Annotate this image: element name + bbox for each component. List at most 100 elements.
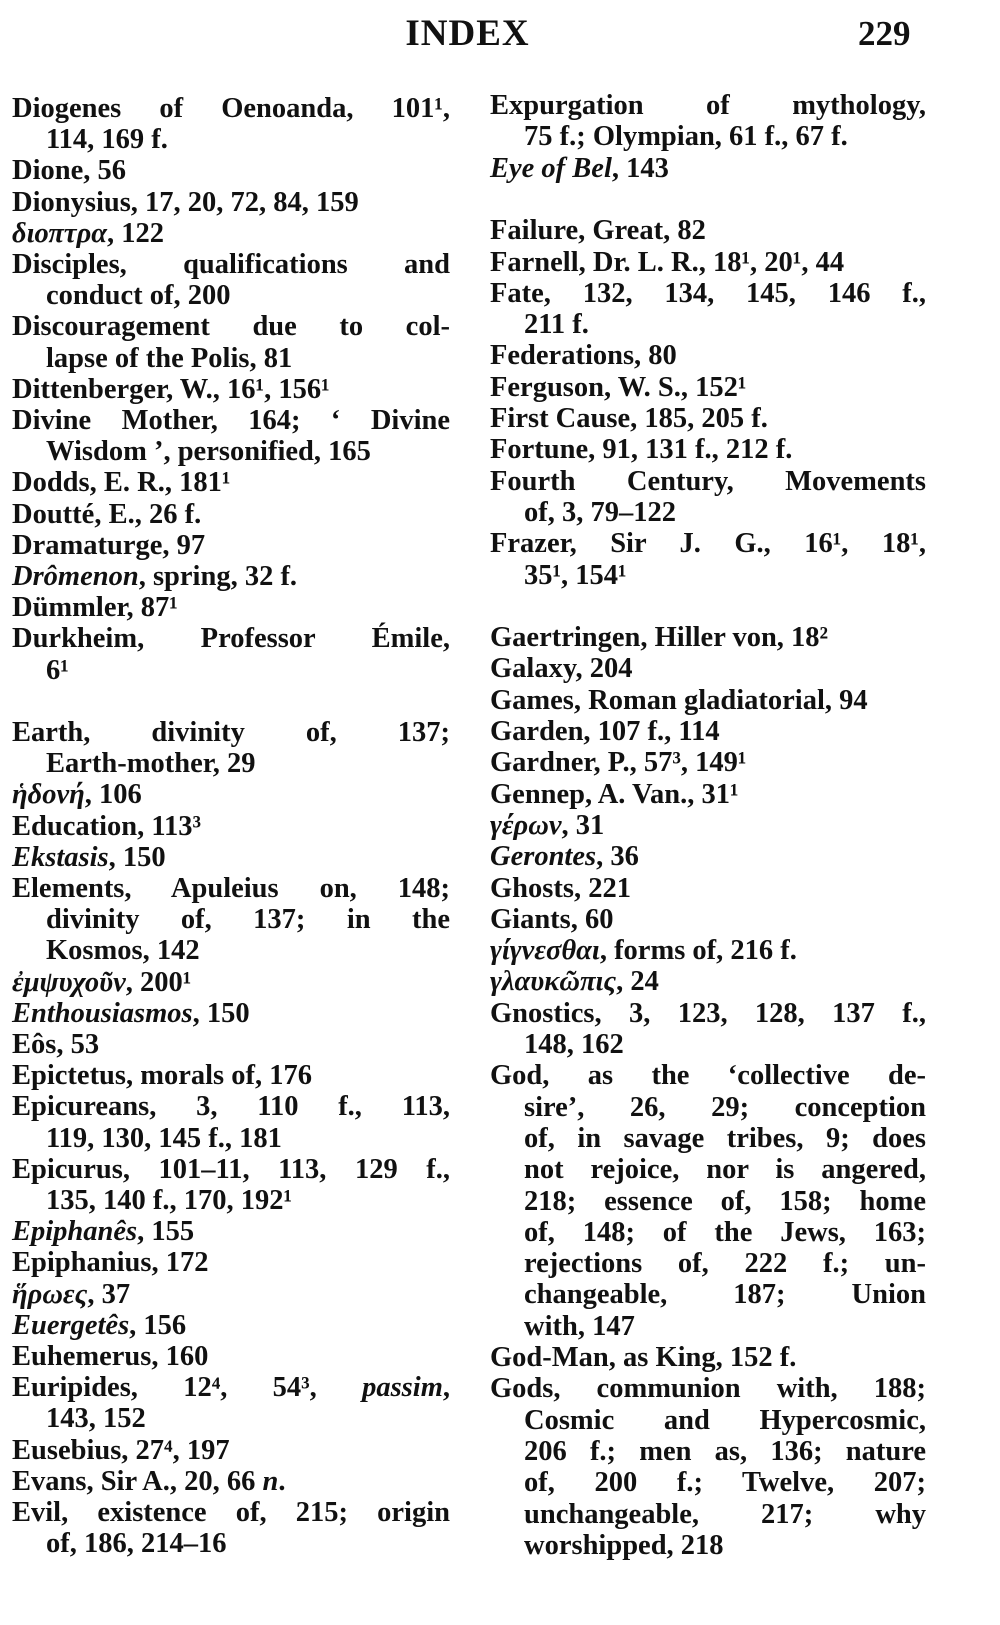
- index-entry: Euripides, 12⁴, 54³, passim,: [12, 1372, 450, 1403]
- entry-text: Doutté, E., 26 f.: [12, 498, 202, 530]
- index-entry: Drômenon, spring, 32 f.: [12, 561, 297, 592]
- entry-text: of, 186, 214–16: [46, 1528, 227, 1560]
- entry-text: , 155: [137, 1216, 195, 1248]
- entry-text: Fourth Century, Movements: [490, 465, 926, 497]
- italic-term: Enthousiasmos: [12, 997, 193, 1029]
- entry-text: Ferguson, W. S., 152¹: [490, 371, 747, 403]
- entry-text: Expurgation of mythology,: [490, 90, 926, 121]
- index-entry: Disciples, qualifications and: [12, 249, 450, 280]
- index-entry-continuation: of, 148; of the Jews, 163;: [524, 1217, 926, 1248]
- index-entry: Gnostics, 3, 123, 128, 137 f.,: [490, 998, 926, 1029]
- entry-text: Education, 113³: [12, 810, 202, 842]
- entry-text: , 31: [561, 809, 605, 841]
- index-entry: Frazer, Sir J. G., 16¹, 18¹,: [490, 528, 926, 559]
- entry-text: not rejoice, nor is angered,: [524, 1154, 926, 1186]
- index-entry: Garden, 107 f., 114: [490, 716, 720, 747]
- entry-text: 135, 140 f., 170, 192¹: [46, 1185, 293, 1216]
- entry-text: .: [278, 1465, 286, 1497]
- entry-text: 206 f.; men as, 136; nature: [524, 1435, 926, 1467]
- index-entry: γίγνεσθαι, forms of, 216 f.: [490, 935, 797, 966]
- index-entry: Durkheim, Professor Émile,: [12, 623, 450, 654]
- index-entry: γέρων, 31: [490, 810, 604, 841]
- index-entry: Divine Mother, 164; ‘ Divine: [12, 405, 450, 436]
- italic-term: γλαυκῶπις: [490, 966, 617, 998]
- entry-text: Games, Roman gladiatorial, 94: [490, 684, 868, 716]
- index-entry: God-Man, as King, 152 f.: [490, 1342, 796, 1373]
- entry-text: Gnostics, 3, 123, 128, 137 f.,: [490, 997, 926, 1029]
- index-entry: Education, 113³: [12, 811, 201, 842]
- index-entry: Discouragement due to col-: [12, 311, 450, 342]
- entry-text: , 106: [84, 779, 142, 811]
- entry-text: Eusebius, 27⁴, 197: [12, 1434, 230, 1466]
- index-entry: Fate, 132, 134, 145, 146 f.,: [490, 278, 926, 309]
- index-entry-continuation: not rejoice, nor is angered,: [524, 1154, 926, 1185]
- index-entry: Earth, divinity of, 137;: [12, 717, 450, 748]
- italic-term: n: [262, 1465, 279, 1497]
- index-entry-continuation: 114, 169 f.: [46, 124, 168, 155]
- entry-text: 75 f.; Olympian, 61 f., 67 f.: [524, 121, 848, 153]
- index-entry: ἐμψυχοῦν, 200¹: [12, 967, 191, 998]
- index-entry-continuation: 218; essence of, 158; home: [524, 1186, 926, 1217]
- index-entry: Euergetês, 156: [12, 1310, 186, 1341]
- index-entry: ἥρωες, 37: [12, 1279, 130, 1310]
- index-entry-continuation: conduct of, 200: [46, 280, 230, 311]
- index-entry: Federations, 80: [490, 340, 677, 371]
- entry-text: Failure, Great, 82: [490, 215, 706, 247]
- entry-text: divinity of, 137; in the: [46, 904, 450, 936]
- italic-term: διοπτρα: [12, 217, 108, 249]
- index-entry-continuation: 6¹: [46, 655, 69, 686]
- entry-text: God, as the ‘collective de-: [490, 1060, 926, 1092]
- entry-text: God-Man, as King, 152 f.: [490, 1342, 797, 1373]
- index-entry-continuation: rejections of, 222 f.; un-: [524, 1248, 926, 1279]
- entry-text: Galaxy, 204: [490, 653, 633, 685]
- index-entry: Eusebius, 27⁴, 197: [12, 1435, 230, 1466]
- index-entry: Gennep, A. Van., 31¹: [490, 779, 739, 810]
- index-entry: Gods, communion with, 188;: [490, 1373, 926, 1404]
- entry-text: Elements, Apuleius on, 148;: [12, 873, 450, 904]
- index-entry: Eye of Bel, 143: [490, 153, 669, 184]
- index-entry: Gaertringen, Hiller von, 18²: [490, 622, 828, 653]
- entry-text: Diogenes of Oenoanda, 101¹,: [12, 93, 450, 124]
- entry-text: First Cause, 185, 205 f.: [490, 403, 768, 434]
- entry-text: of, 148; of the Jews, 163;: [524, 1216, 926, 1248]
- entry-text: 143, 152: [46, 1403, 146, 1435]
- entry-text: Disciples, qualifications and: [12, 249, 450, 280]
- entry-text: ,: [442, 1372, 450, 1404]
- entry-text: with, 147: [524, 1310, 635, 1342]
- index-entry: διοπτρα, 122: [12, 218, 164, 249]
- entry-text: 114, 169 f.: [46, 124, 168, 156]
- entry-text: Epicurus, 101–11, 113, 129 f.,: [12, 1153, 450, 1185]
- index-entry-continuation: unchangeable, 217; why: [524, 1499, 926, 1530]
- index-entry-continuation: changeable, 187; Union: [524, 1279, 926, 1310]
- entry-text: Kosmos, 142: [46, 935, 200, 967]
- index-entry: Farnell, Dr. L. R., 18¹, 20¹, 44: [490, 247, 844, 278]
- page-title: INDEX: [405, 13, 530, 54]
- entry-text: , 36: [596, 841, 639, 873]
- entry-text: Giants, 60: [490, 903, 614, 935]
- index-entry: Ghosts, 221: [490, 873, 631, 904]
- entry-text: Eôs, 53: [12, 1029, 100, 1060]
- italic-term: ἐμψυχοῦν: [12, 966, 126, 998]
- index-entry-continuation: 75 f.; Olympian, 61 f., 67 f.: [524, 121, 848, 152]
- entry-text: of, in savage tribes, 9; does: [524, 1122, 926, 1154]
- index-entry: Eôs, 53: [12, 1029, 99, 1060]
- index-entry: Gardner, P., 57³, 149¹: [490, 747, 746, 778]
- italic-term: γέρων: [490, 809, 562, 841]
- entry-text: Fortune, 91, 131 f., 212 f.: [490, 434, 793, 466]
- entry-text: Frazer, Sir J. G., 16¹, 18¹,: [490, 528, 926, 560]
- entry-text: , 200¹: [125, 966, 192, 998]
- entry-text: Gardner, P., 57³, 149¹: [490, 747, 747, 779]
- entry-text: of, 200 f.; Twelve, 207;: [524, 1467, 926, 1499]
- index-entry: Dittenberger, W., 16¹, 156¹: [12, 374, 330, 405]
- index-entry-continuation: of, 186, 214–16: [46, 1528, 227, 1559]
- entry-text: 119, 130, 145 f., 181: [46, 1122, 282, 1154]
- entry-text: sire’, 26, 29; conception: [524, 1091, 926, 1123]
- entry-text: Garden, 107 f., 114: [490, 716, 720, 747]
- entry-text: , spring, 32 f.: [138, 561, 298, 592]
- entry-text: Epictetus, morals of, 176: [12, 1060, 313, 1092]
- page-number: 229: [858, 14, 911, 53]
- entry-text: Euhemerus, 160: [12, 1341, 209, 1372]
- entry-text: Divine Mother, 164; ‘ Divine: [12, 405, 450, 436]
- index-entry: Dione, 56: [12, 155, 126, 186]
- index-entry: Epicurus, 101–11, 113, 129 f.,: [12, 1154, 450, 1185]
